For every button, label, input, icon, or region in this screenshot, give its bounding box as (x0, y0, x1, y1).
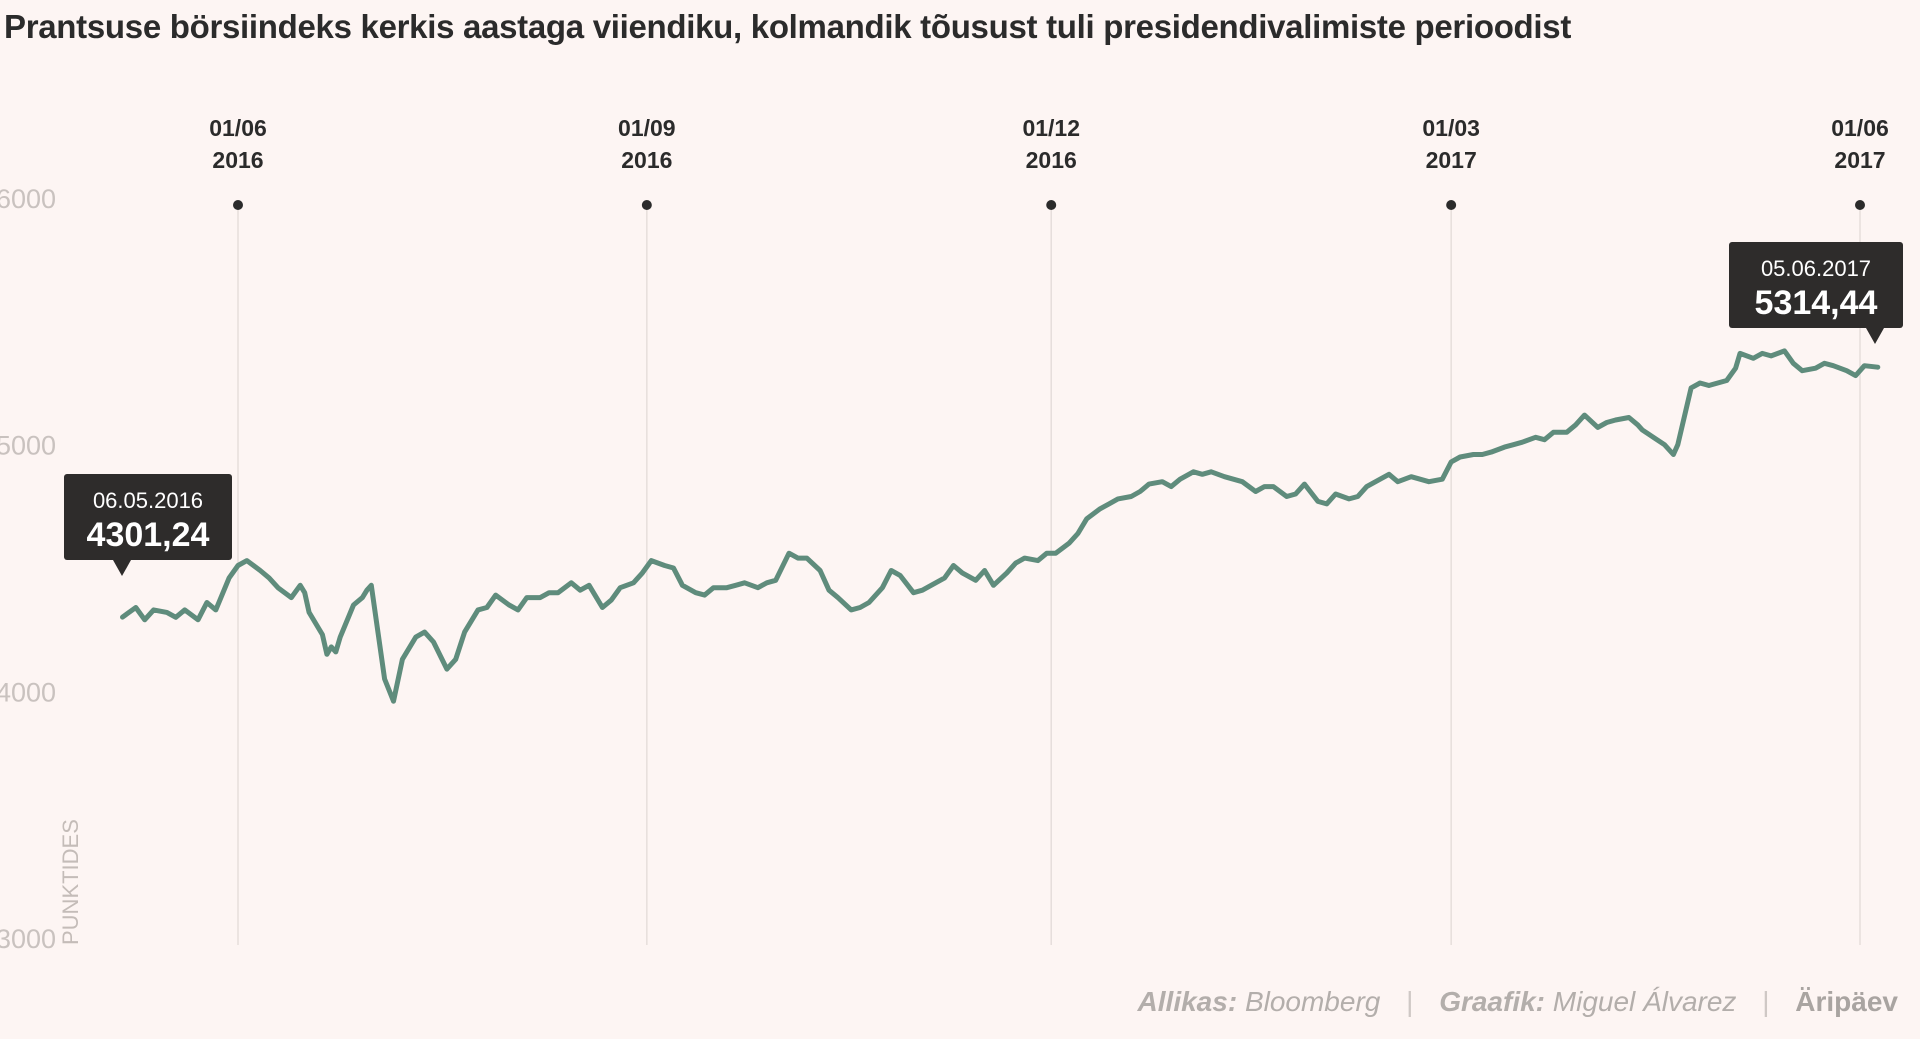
x-tick-dot (1855, 200, 1865, 210)
x-tick-year-label: 2017 (1426, 147, 1477, 173)
brand-logo: Äripäev (1795, 986, 1898, 1017)
y-axis-ticks: 3000 4000 5000 6000 (0, 184, 56, 954)
source-label: Allikas: (1137, 986, 1238, 1017)
annotations: 06.05.2016 4301,24 05.06.2017 5314,44 (64, 242, 1903, 576)
x-tick-dot (233, 200, 243, 210)
grid-layer (237, 205, 1861, 945)
callout-box (1729, 242, 1903, 328)
x-axis-ticks: 01/06 2016 01/09 2016 01/12 2016 01/03 2017 01/0… (209, 115, 1889, 210)
callout-value: 5314,44 (1755, 284, 1878, 322)
callout: 05.06.2017 5314,44 (1729, 242, 1903, 344)
y-tick-label: 6000 (0, 184, 56, 214)
x-tick-label: 01/12 (1022, 115, 1080, 141)
callout-date: 06.05.2016 (93, 488, 203, 513)
x-tick-label: 01/03 (1422, 115, 1480, 141)
callout: 06.05.2016 4301,24 (64, 474, 232, 576)
x-tick-year-label: 2016 (621, 147, 672, 173)
footer-separator: | (1406, 986, 1414, 1017)
x-tick-label: 01/06 (209, 115, 267, 141)
x-tick-dot (1446, 200, 1457, 210)
y-tick-label: 5000 (0, 431, 56, 461)
callout-box (64, 474, 232, 560)
x-tick-label: 01/09 (618, 115, 676, 141)
footer: Allikas: Bloomberg | Graafik: Miguel Álv… (1138, 986, 1898, 1018)
credit-label: Graafik: (1439, 986, 1546, 1017)
x-tick-year-label: 2016 (212, 147, 263, 173)
x-tick-label: 01/06 (1831, 115, 1889, 141)
callout-pointer (113, 560, 131, 576)
callout-pointer (1866, 328, 1884, 344)
chart-title: Prantsuse börsiindeks kerkis aastaga vii… (4, 8, 1572, 45)
series-line (120, 348, 1881, 704)
y-axis-label: PUNKTIDES (58, 819, 83, 945)
y-tick-label: 4000 (0, 677, 56, 707)
y-tick-label: 3000 (0, 924, 56, 954)
x-tick-dot (1046, 200, 1057, 210)
x-tick-year-label: 2016 (1026, 147, 1077, 173)
source-name: Bloomberg (1244, 986, 1381, 1017)
callout-value: 4301,24 (87, 516, 210, 554)
x-tick-year-label: 2017 (1834, 147, 1885, 173)
footer-separator: | (1762, 986, 1770, 1017)
credit-name: Miguel Álvarez (1552, 986, 1737, 1017)
callout-date: 05.06.2017 (1761, 256, 1871, 281)
x-tick-dot (641, 200, 652, 210)
